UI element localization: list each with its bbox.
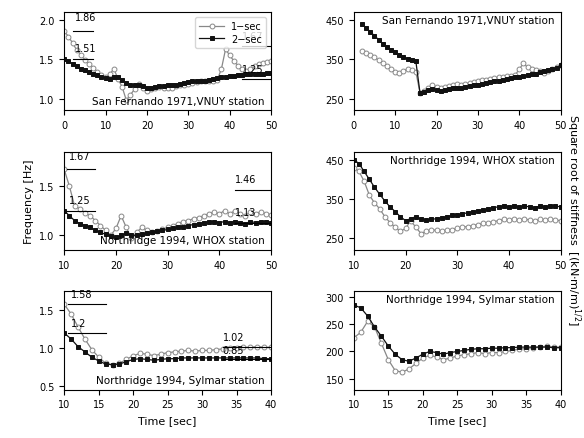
Text: Northridge 1994, WHOX station: Northridge 1994, WHOX station: [390, 155, 554, 166]
Text: 0.85: 0.85: [223, 345, 244, 355]
Text: 1.67: 1.67: [242, 32, 263, 42]
X-axis label: Time [sec]: Time [sec]: [428, 415, 486, 425]
Legend: 1−sec, 2−sec: 1−sec, 2−sec: [196, 18, 266, 49]
Text: San Fernando 1971,VNUY station: San Fernando 1971,VNUY station: [382, 16, 554, 26]
Text: 1.25: 1.25: [242, 65, 264, 75]
Text: 1.58: 1.58: [71, 289, 93, 299]
Text: Northridge 1994, WHOX station: Northridge 1994, WHOX station: [100, 236, 265, 246]
Text: 1.46: 1.46: [235, 175, 256, 185]
Text: Northridge 1994, Sylmar station: Northridge 1994, Sylmar station: [386, 295, 554, 305]
X-axis label: Time [sec]: Time [sec]: [138, 415, 197, 425]
Text: 1.2: 1.2: [71, 318, 86, 328]
Text: 1.51: 1.51: [75, 44, 96, 54]
Text: Square root of stiffness  [(kN$\cdot$m/m)$^{1/2}$]: Square root of stiffness [(kN$\cdot$m/m)…: [564, 113, 583, 325]
Text: Northridge 1994, Sylmar station: Northridge 1994, Sylmar station: [96, 375, 265, 385]
Text: 1.13: 1.13: [235, 207, 256, 217]
Text: San Fernando 1971,VNUY station: San Fernando 1971,VNUY station: [92, 96, 265, 106]
Text: 1.86: 1.86: [75, 14, 96, 23]
Text: 1.02: 1.02: [223, 332, 244, 342]
Text: 1.67: 1.67: [69, 151, 91, 161]
Text: 1.25: 1.25: [69, 195, 91, 205]
Y-axis label: Frequency [Hz]: Frequency [Hz]: [23, 159, 34, 244]
